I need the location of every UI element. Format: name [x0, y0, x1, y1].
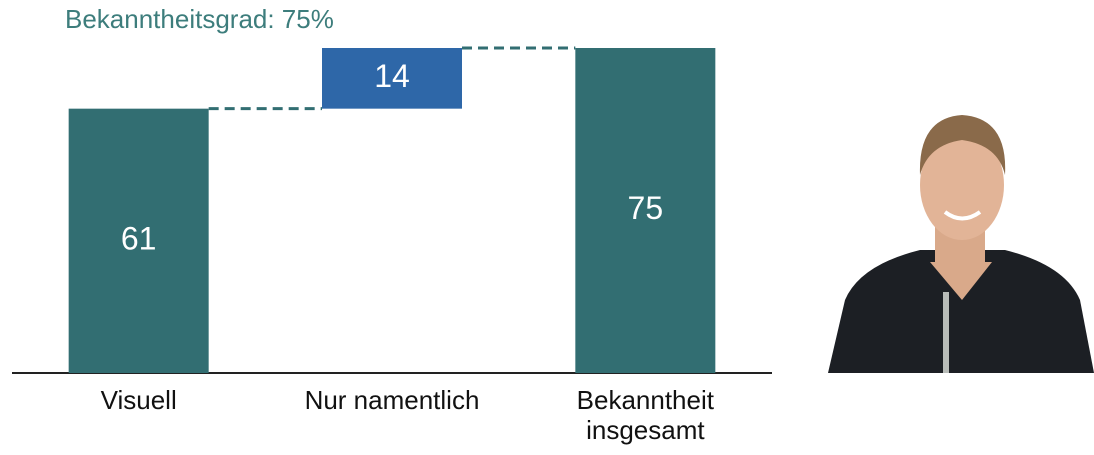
value-label: 75	[628, 190, 664, 226]
photo	[828, 115, 1094, 373]
x-tick-label: Bekanntheit insgesamt	[576, 385, 714, 445]
bar	[575, 48, 716, 373]
x-tick-label: Nur namentlich	[304, 385, 480, 415]
value-label: 61	[121, 220, 157, 256]
value-label: 14	[374, 58, 410, 94]
chart-title: Bekanntheitsgrad: 75%	[65, 4, 334, 34]
bar	[322, 48, 462, 109]
bar	[68, 108, 209, 374]
x-tick-label: Visuell	[100, 385, 177, 415]
